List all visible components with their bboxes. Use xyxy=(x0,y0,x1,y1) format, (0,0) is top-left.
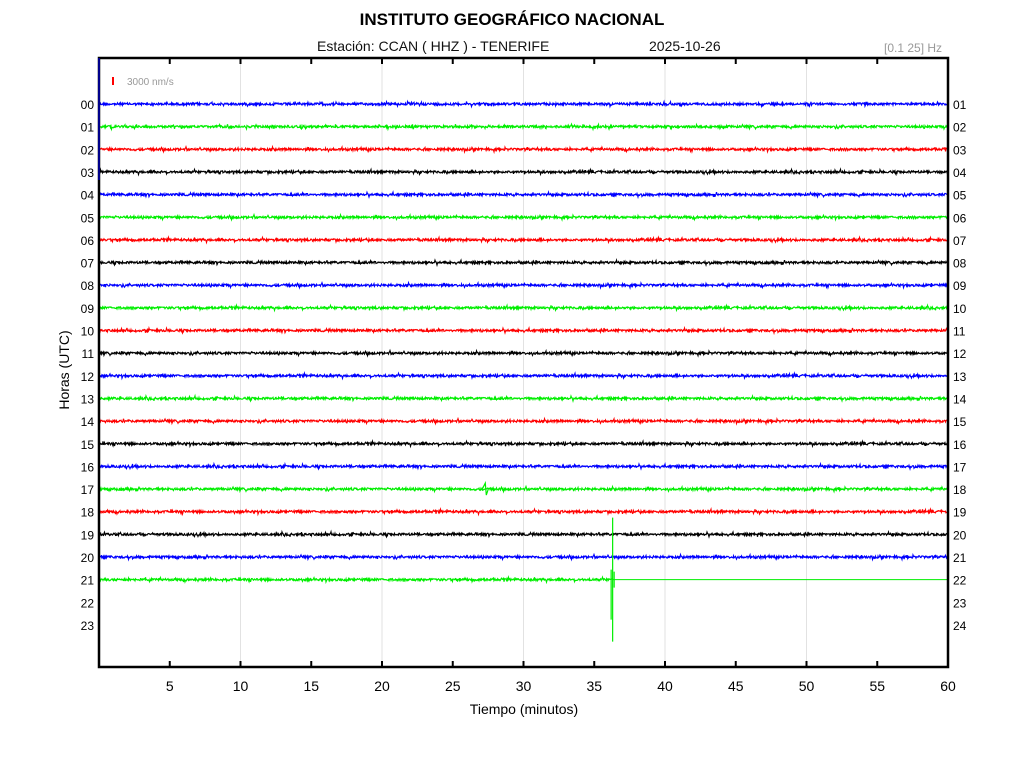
x-tick-label: 55 xyxy=(869,678,885,694)
trace-hour-21 xyxy=(98,517,615,642)
hour-label-left: 06 xyxy=(81,234,95,248)
trace-hour-20 xyxy=(98,552,949,562)
hour-label-left: 12 xyxy=(81,370,95,384)
hour-label-right: 16 xyxy=(953,438,967,452)
hour-label-left: 14 xyxy=(81,415,95,429)
hour-label-right: 23 xyxy=(953,596,967,610)
trace-hour-11 xyxy=(98,348,949,358)
hour-label-left: 21 xyxy=(81,574,95,588)
x-tick-label: 30 xyxy=(516,678,532,694)
hour-label-left: 22 xyxy=(81,596,95,610)
trace-hour-09 xyxy=(98,303,949,313)
x-tick-label: 5 xyxy=(166,678,174,694)
hour-label-left: 01 xyxy=(81,121,95,135)
trace-hour-18 xyxy=(98,506,949,517)
hour-label-left: 23 xyxy=(81,619,95,633)
hour-label-right: 07 xyxy=(953,234,967,248)
hour-label-right: 12 xyxy=(953,347,967,361)
hour-label-right: 17 xyxy=(953,460,967,474)
hour-label-left: 09 xyxy=(81,302,95,316)
hour-label-left: 15 xyxy=(81,438,95,452)
hour-label-left: 10 xyxy=(81,325,95,339)
trace-hour-04 xyxy=(98,189,949,200)
hour-label-right: 09 xyxy=(953,279,967,293)
hour-label-left: 05 xyxy=(81,211,95,225)
hour-label-right: 10 xyxy=(953,302,967,316)
hour-label-right: 06 xyxy=(953,211,967,225)
scale-label: 3000 nm/s xyxy=(127,77,174,88)
hour-label-left: 13 xyxy=(81,392,95,406)
hour-label-right: 04 xyxy=(953,166,967,180)
hour-label-right: 08 xyxy=(953,257,967,271)
hour-label-right: 14 xyxy=(953,392,967,406)
trace-hour-05 xyxy=(98,212,949,222)
trace-hour-02 xyxy=(98,144,949,155)
x-tick-label: 10 xyxy=(233,678,249,694)
trace-hour-17 xyxy=(98,480,949,496)
x-tick-label: 25 xyxy=(445,678,461,694)
trace-hour-01 xyxy=(98,122,949,132)
hour-label-right: 15 xyxy=(953,415,967,429)
x-tick-label: 35 xyxy=(586,678,602,694)
hour-label-left: 19 xyxy=(81,528,95,542)
hour-label-left: 03 xyxy=(81,166,95,180)
hour-label-right: 22 xyxy=(953,574,967,588)
trace-hour-15 xyxy=(98,439,949,449)
x-tick-label: 60 xyxy=(940,678,956,694)
hour-label-right: 01 xyxy=(953,98,967,112)
x-tick-label: 50 xyxy=(799,678,815,694)
hour-label-left: 18 xyxy=(81,506,95,520)
trace-hour-19 xyxy=(98,529,949,539)
hour-label-right: 19 xyxy=(953,506,967,520)
x-tick-label: 20 xyxy=(374,678,390,694)
hour-label-right: 13 xyxy=(953,370,967,384)
hour-label-left: 20 xyxy=(81,551,95,565)
trace-hour-12 xyxy=(98,371,949,381)
hour-label-left: 00 xyxy=(81,98,95,112)
hour-label-left: 11 xyxy=(82,347,95,361)
hour-label-left: 02 xyxy=(81,143,95,157)
filter-label: [0.1 25] Hz xyxy=(884,41,943,55)
trace-hour-08 xyxy=(98,280,949,290)
date-label: 2025-10-26 xyxy=(649,38,721,54)
hour-label-right: 24 xyxy=(953,619,967,633)
hour-label-right: 11 xyxy=(953,325,966,339)
trace-hour-13 xyxy=(98,393,949,403)
hour-label-right: 05 xyxy=(953,189,967,203)
trace-hour-16 xyxy=(98,461,949,471)
trace-hour-10 xyxy=(98,325,949,336)
hour-label-right: 20 xyxy=(953,528,967,542)
trace-hour-06 xyxy=(98,235,949,245)
x-axis-label: Tiempo (minutos) xyxy=(469,701,579,717)
hour-label-left: 04 xyxy=(81,189,95,203)
x-tick-label: 40 xyxy=(657,678,673,694)
hour-label-right: 03 xyxy=(953,143,967,157)
station-label: Estación: CCAN ( HHZ ) - TENERIFE xyxy=(317,38,550,54)
hour-label-left: 17 xyxy=(81,483,95,497)
hour-label-left: 08 xyxy=(81,279,95,293)
chart-title: INSTITUTO GEOGRÁFICO NACIONAL xyxy=(359,10,665,29)
hour-label-left: 16 xyxy=(81,460,95,474)
x-tick-label: 45 xyxy=(728,678,744,694)
trace-hour-07 xyxy=(98,258,949,268)
x-tick-label: 15 xyxy=(303,678,319,694)
hour-label-right: 21 xyxy=(953,551,967,565)
trace-hour-00 xyxy=(98,99,949,109)
trace-hour-03 xyxy=(98,167,949,177)
trace-hour-14 xyxy=(98,416,949,426)
hour-label-right: 18 xyxy=(953,483,967,497)
hour-label-right: 02 xyxy=(953,121,967,135)
hour-label-left: 07 xyxy=(81,257,95,271)
